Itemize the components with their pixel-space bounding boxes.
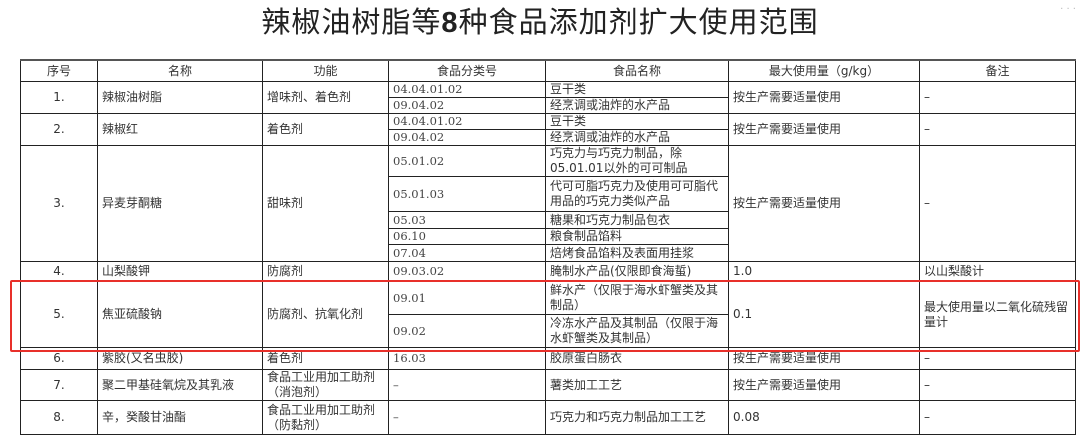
row-number: 6. bbox=[20, 347, 98, 370]
function: 甜味剂 bbox=[262, 145, 389, 262]
function: 着色剂 bbox=[262, 347, 389, 370]
remark: 以山梨酸计 bbox=[919, 261, 1076, 282]
remark: – bbox=[919, 400, 1076, 435]
food-category-code: 09.01 bbox=[388, 281, 546, 315]
function: 防腐剂、抗氧化剂 bbox=[262, 281, 389, 348]
food-name: 糖果和巧克力制品包衣 bbox=[545, 211, 729, 229]
table-row: 3. 异麦芽酮糖 甜味剂 05.01.02 巧克力与巧克力制品，除05.01.01以外的… bbox=[20, 145, 1076, 262]
row-number: 3. bbox=[20, 145, 98, 262]
remark: – bbox=[919, 81, 1076, 114]
food-category-code: 07.04 bbox=[388, 244, 546, 262]
table-row: 2. 辣椒红 着色剂 04.04.01.02 豆干类 按生产需要适量使用 – bbox=[20, 113, 1076, 146]
food-name: 焙烤食品馅料及表面用挂浆 bbox=[545, 244, 729, 262]
food-name: 经烹调或油炸的水产品 bbox=[545, 129, 729, 146]
food-category-code: 16.03 bbox=[388, 347, 546, 370]
column-header: 序号 bbox=[20, 59, 98, 82]
column-header: 备注 bbox=[919, 59, 1076, 82]
function: 食品工业用加工助剂（消泡剂） bbox=[262, 369, 389, 401]
function: 食品工业用加工助剂（防黏剂） bbox=[262, 400, 389, 435]
food-name: 巧克力与巧克力制品，除05.01.01以外的可可制品 bbox=[545, 145, 729, 177]
remark: – bbox=[919, 145, 1076, 262]
additive-name: 紫胶(又名虫胶) bbox=[97, 347, 263, 370]
title-prefix: 辣椒油树脂等 bbox=[261, 5, 442, 39]
max-usage: 按生产需要适量使用 bbox=[728, 81, 920, 114]
additive-name: 辣椒油树脂 bbox=[97, 81, 263, 114]
column-header: 名称 bbox=[97, 59, 263, 82]
food-name: 胶原蛋白肠衣 bbox=[545, 347, 729, 370]
title-suffix: 种食品添加剂扩大使用范围 bbox=[458, 5, 819, 39]
row-number: 7. bbox=[20, 369, 98, 401]
food-category-code: – bbox=[388, 369, 546, 401]
row-number: 2. bbox=[20, 113, 98, 146]
max-usage: 按生产需要适量使用 bbox=[728, 113, 920, 146]
row-number: 4. bbox=[20, 261, 98, 282]
title-number: 8 bbox=[441, 7, 459, 39]
remark: – bbox=[919, 369, 1076, 401]
food-name: 冷冻水产品及其制品（仅限于海水虾蟹类及其制品） bbox=[545, 314, 729, 348]
table-row: 4. 山梨酸钾 防腐剂 09.03.02 腌制水产品(仅限即食海蜇) 1.0 以山梨酸计 bbox=[20, 261, 1076, 282]
table-row: 6. 紫胶(又名虫胶) 着色剂 16.03 胶原蛋白肠衣 按生产需要适量使用 – bbox=[20, 347, 1076, 370]
food-category-code: 06.10 bbox=[388, 228, 546, 245]
row-number: 1. bbox=[20, 81, 98, 114]
food-name: 粮食制品馅料 bbox=[545, 228, 729, 245]
max-usage: 0.1 bbox=[728, 281, 920, 348]
food-category-code: 09.04.02 bbox=[388, 129, 546, 146]
page-title: 辣椒油树脂等8种食品添加剂扩大使用范围 bbox=[0, 0, 1080, 44]
column-header: 食品分类号 bbox=[388, 59, 546, 82]
food-name: 薯类加工工艺 bbox=[545, 369, 729, 401]
additive-name: 辣椒红 bbox=[97, 113, 263, 146]
function: 增味剂、着色剂 bbox=[262, 81, 389, 114]
column-header: 食品名称 bbox=[545, 59, 729, 82]
food-category-code: 05.01.03 bbox=[388, 176, 546, 212]
additive-name: 山梨酸钾 bbox=[97, 261, 263, 282]
max-usage: 0.08 bbox=[728, 400, 920, 435]
function: 防腐剂 bbox=[262, 261, 389, 282]
food-name: 腌制水产品(仅限即食海蜇) bbox=[545, 261, 729, 282]
function: 着色剂 bbox=[262, 113, 389, 146]
more-icon: · · · bbox=[1060, 4, 1076, 15]
food-category-code: 09.03.02 bbox=[388, 261, 546, 282]
max-usage: 按生产需要适量使用 bbox=[728, 347, 920, 370]
additive-name: 聚二甲基硅氧烷及其乳液 bbox=[97, 369, 263, 401]
table-row: 07.04 焙烤食品馅料及表面用挂浆 bbox=[21, 244, 1076, 262]
column-header: 功能 bbox=[262, 59, 389, 82]
max-usage: 按生产需要适量使用 bbox=[728, 369, 920, 401]
additive-name: 焦亚硫酸钠 bbox=[97, 281, 263, 348]
table-row: 06.10 粮食制品馅料 bbox=[21, 228, 1076, 245]
row-number: 5. bbox=[20, 281, 98, 348]
max-usage: 1.0 bbox=[728, 261, 920, 282]
food-category-code: 04.04.01.02 bbox=[388, 113, 546, 130]
additives-table: 序号 名称 功能 食品分类号 食品名称 最大使用量（g/kg） 备注 1. 辣椒油树脂 增味剂、… bbox=[20, 59, 1076, 435]
food-name: 豆干类 bbox=[545, 81, 729, 98]
max-usage: 按生产需要适量使用 bbox=[728, 145, 920, 262]
food-name: 豆干类 bbox=[545, 113, 729, 130]
food-name: 巧克力和巧克力制品加工工艺 bbox=[545, 400, 729, 435]
table-row: 8. 辛，癸酸甘油酯 食品工业用加工助剂（防黏剂） – 巧克力和巧克力制品加工工艺 0.0… bbox=[20, 400, 1076, 435]
food-name: 鲜水产（仅限于海水虾蟹类及其制品） bbox=[545, 281, 729, 315]
table-row: 1. 辣椒油树脂 增味剂、着色剂 04.04.01.02 豆干类 按生产需要适量使用 – bbox=[20, 81, 1076, 114]
remark: 最大使用量以二氧化硫残留量计 bbox=[919, 281, 1076, 348]
table-row: 05.01.03 代可可脂巧克力及使用可可脂代用品的巧克力类似产品 bbox=[21, 176, 1076, 212]
food-category-code: 05.01.02 bbox=[388, 145, 546, 177]
additive-name: 辛，癸酸甘油酯 bbox=[97, 400, 263, 435]
table-row: 09.02 冷冻水产品及其制品（仅限于海水虾蟹类及其制品） bbox=[21, 314, 1076, 348]
food-category-code: 09.04.02 bbox=[388, 97, 546, 114]
row-number: 8. bbox=[20, 400, 98, 435]
additive-name: 异麦芽酮糖 bbox=[97, 145, 263, 262]
table-row: 7. 聚二甲基硅氧烷及其乳液 食品工业用加工助剂（消泡剂） – 薯类加工工艺 按生产需要适… bbox=[20, 369, 1076, 401]
column-header: 最大使用量（g/kg） bbox=[728, 59, 920, 82]
remark: – bbox=[919, 347, 1076, 370]
food-category-code: 04.04.01.02 bbox=[388, 81, 546, 98]
food-category-code: 09.02 bbox=[388, 314, 546, 348]
food-category-code: – bbox=[388, 400, 546, 435]
table-row: 5. 焦亚硫酸钠 防腐剂、抗氧化剂 09.01 鲜水产（仅限于海水虾蟹类及其制品） 0.1… bbox=[20, 281, 1076, 348]
food-category-code: 05.03 bbox=[388, 211, 546, 229]
food-name: 经烹调或油炸的水产品 bbox=[545, 97, 729, 114]
remark: – bbox=[919, 113, 1076, 146]
food-name: 代可可脂巧克力及使用可可脂代用品的巧克力类似产品 bbox=[545, 176, 729, 212]
